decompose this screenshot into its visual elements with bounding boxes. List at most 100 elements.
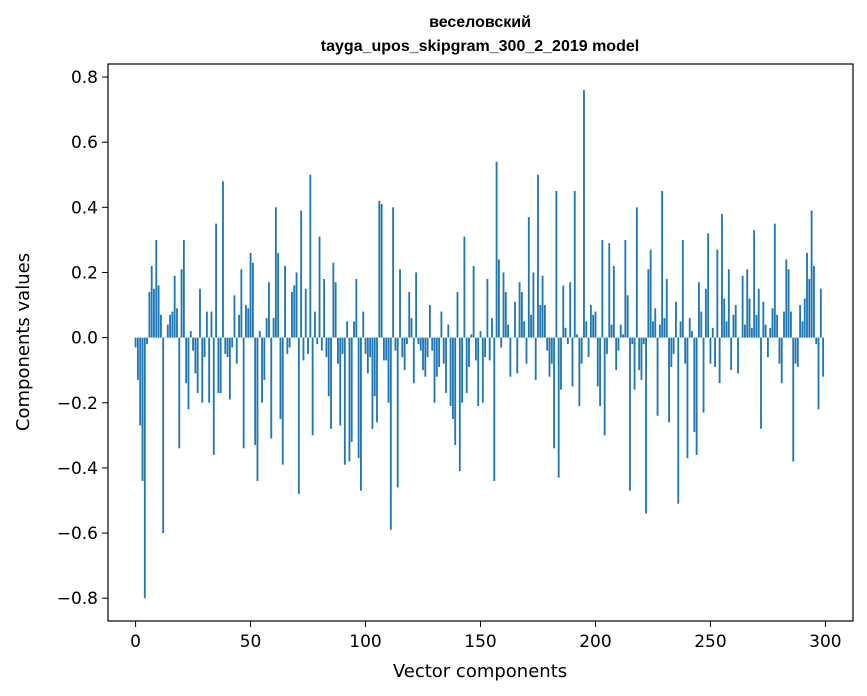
bar: [801, 321, 804, 338]
bar: [380, 204, 383, 338]
bar: [472, 265, 475, 338]
bar: [366, 337, 369, 374]
bar: [442, 337, 445, 364]
bar: [251, 262, 254, 338]
bar: [578, 337, 581, 407]
bar: [291, 292, 293, 338]
bar: [201, 337, 204, 403]
bar: [645, 337, 647, 514]
bar: [796, 337, 799, 367]
bar: [307, 337, 309, 354]
bar: [681, 239, 684, 338]
bar: [320, 337, 323, 351]
bar: [456, 292, 459, 338]
bar: [254, 337, 257, 446]
bar: [371, 337, 374, 429]
bar: [693, 337, 696, 433]
bar: [286, 337, 289, 354]
bar: [491, 318, 493, 338]
bar: [663, 318, 666, 338]
bar: [337, 337, 339, 364]
bar: [702, 337, 705, 413]
bar: [143, 337, 146, 599]
bar: [748, 298, 751, 338]
bar: [185, 337, 188, 384]
bar: [649, 249, 652, 338]
bar: [504, 292, 507, 338]
bar: [665, 278, 668, 338]
bar: [208, 337, 211, 403]
bar: [277, 252, 280, 338]
bar: [148, 292, 151, 338]
bar: [318, 236, 321, 338]
x-tick-label: 100: [349, 632, 381, 652]
bar: [769, 327, 772, 338]
bar: [709, 337, 712, 364]
bar: [272, 318, 275, 338]
bar: [412, 337, 415, 384]
bar: [316, 337, 319, 345]
bar: [484, 337, 487, 358]
bar: [357, 337, 360, 459]
bar: [265, 318, 268, 338]
bar: [677, 337, 680, 504]
y-tick-label: 0.2: [71, 263, 98, 283]
bar: [187, 337, 190, 410]
bar: [808, 278, 811, 338]
bar: [399, 269, 401, 338]
bar: [817, 337, 820, 410]
bar: [401, 337, 404, 358]
bar: [564, 327, 567, 338]
bar: [373, 337, 376, 397]
bar: [242, 337, 245, 449]
bar-series: [134, 90, 825, 599]
bar: [281, 337, 284, 465]
bar: [263, 337, 266, 380]
bar: [447, 324, 450, 338]
bar: [176, 308, 178, 338]
bar: [325, 337, 328, 358]
bar: [799, 305, 802, 338]
bar: [192, 337, 194, 351]
bar: [608, 243, 611, 338]
bar: [629, 337, 631, 491]
bar: [580, 337, 583, 364]
bar: [661, 191, 664, 338]
bar: [810, 210, 813, 338]
y-axis-label: Components values: [13, 253, 34, 431]
bar: [445, 337, 447, 393]
bar: [753, 230, 756, 338]
bar: [606, 337, 608, 354]
bar: [146, 337, 149, 345]
bar: [295, 272, 298, 338]
bar: [764, 324, 767, 338]
bar: [771, 308, 774, 338]
bar: [288, 337, 291, 348]
bar: [348, 337, 351, 462]
bar: [819, 288, 822, 338]
bar: [550, 337, 553, 364]
bar: [730, 337, 733, 371]
bar: [721, 213, 723, 338]
bar: [500, 337, 503, 348]
bar: [822, 337, 825, 377]
bar: [543, 305, 546, 338]
bar: [530, 314, 533, 338]
bar: [157, 285, 160, 338]
bar: [589, 305, 592, 338]
bar: [537, 174, 539, 338]
bar: [592, 314, 595, 338]
bar: [566, 337, 569, 345]
bar: [520, 292, 523, 338]
bar: [387, 337, 390, 403]
bar: [700, 311, 703, 338]
bar: [339, 337, 342, 426]
bar: [376, 337, 378, 423]
bar: [169, 314, 171, 338]
bar: [189, 331, 192, 338]
bar: [261, 337, 263, 403]
bar: [378, 200, 381, 338]
bar: [235, 337, 238, 364]
bar: [686, 337, 689, 459]
bar: [790, 311, 792, 338]
